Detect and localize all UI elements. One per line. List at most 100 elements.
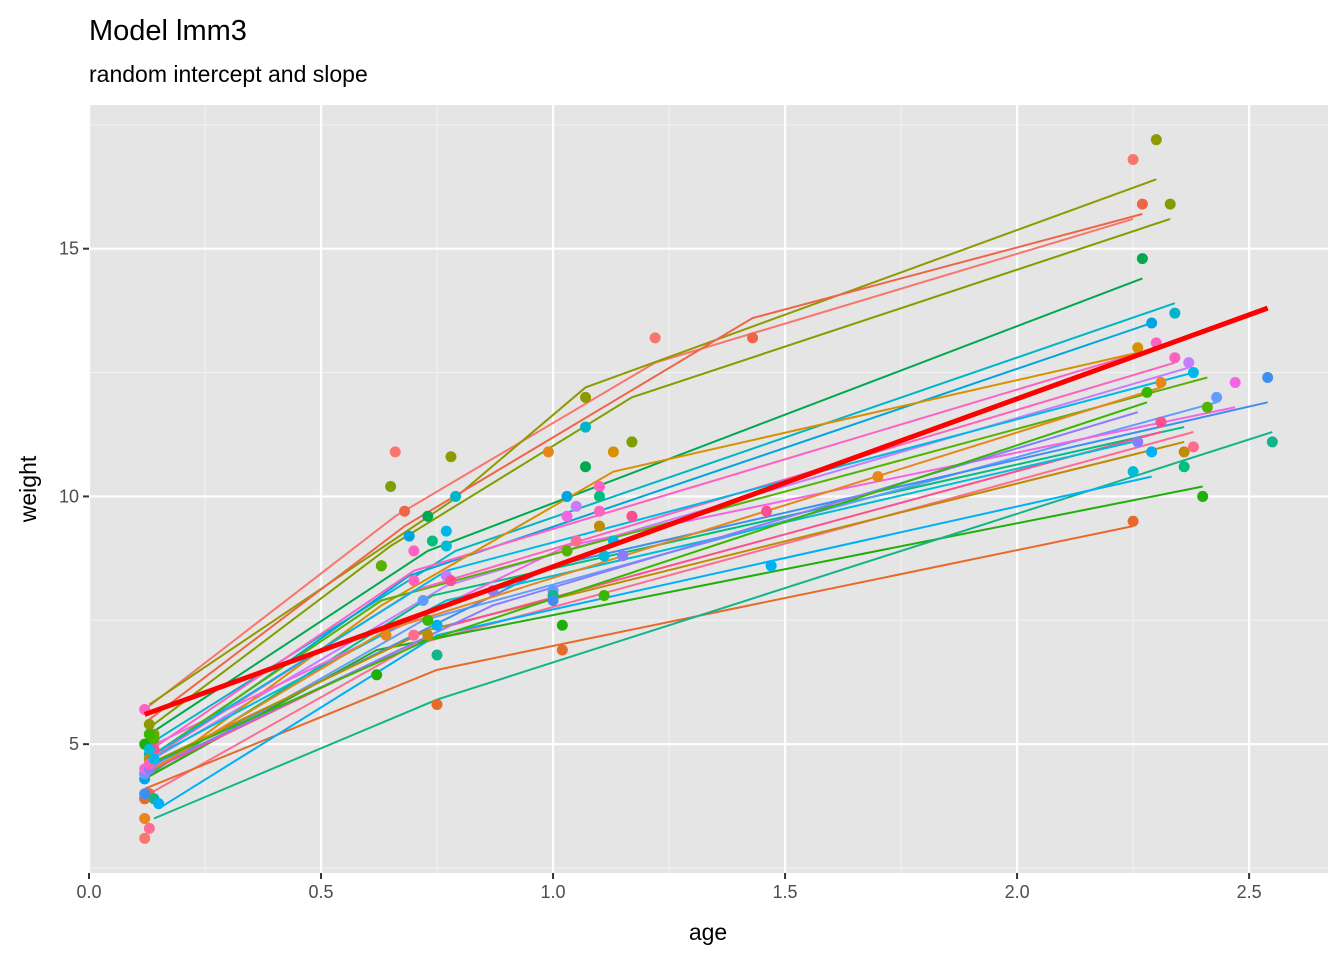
subject-fit-line bbox=[153, 376, 1208, 755]
data-point bbox=[143, 728, 155, 740]
data-point bbox=[143, 743, 155, 755]
data-point bbox=[399, 505, 411, 517]
data-point bbox=[1187, 441, 1199, 453]
data-point bbox=[872, 471, 884, 483]
x-axis-label: age bbox=[689, 919, 727, 945]
data-point bbox=[580, 391, 592, 403]
data-point bbox=[408, 629, 420, 641]
data-point bbox=[431, 649, 443, 661]
data-point bbox=[380, 629, 392, 641]
population-fit-line bbox=[143, 305, 1269, 717]
data-point bbox=[1136, 253, 1148, 265]
data-point bbox=[747, 332, 759, 344]
data-point bbox=[1127, 154, 1139, 166]
subject-fit-line bbox=[144, 525, 1134, 790]
data-point bbox=[1266, 436, 1278, 448]
data-point bbox=[408, 545, 420, 557]
x-tick-label: 1.5 bbox=[773, 882, 798, 902]
data-point bbox=[1132, 436, 1144, 448]
subject-fit-line bbox=[148, 440, 1134, 760]
x-tick-label: 1.0 bbox=[541, 882, 566, 902]
data-point bbox=[1127, 515, 1139, 527]
data-point bbox=[561, 545, 573, 557]
data-point bbox=[1178, 461, 1190, 473]
y-tick-label: 10 bbox=[59, 486, 79, 506]
y-tick-label: 5 bbox=[69, 734, 79, 754]
data-point bbox=[1141, 386, 1153, 398]
subject-fit-line bbox=[148, 277, 1143, 736]
data-point bbox=[556, 619, 568, 631]
data-point bbox=[547, 594, 559, 606]
x-axis: 0.0 0.5 1.0 1.5 2.0 2.5 bbox=[76, 873, 1262, 902]
data-point bbox=[761, 505, 773, 517]
data-point bbox=[1146, 446, 1158, 458]
subject-fit-line bbox=[148, 178, 1157, 706]
x-tick-label: 2.5 bbox=[1237, 882, 1262, 902]
data-point bbox=[408, 575, 420, 587]
data-point bbox=[431, 699, 443, 711]
data-point bbox=[431, 619, 443, 631]
population-fit bbox=[143, 305, 1269, 717]
data-point bbox=[649, 332, 661, 344]
x-tick-label: 0.0 bbox=[76, 882, 101, 902]
data-point bbox=[593, 481, 605, 493]
chart-title: Model lmm3 bbox=[89, 15, 247, 47]
data-point bbox=[403, 530, 415, 542]
data-point bbox=[626, 436, 638, 448]
data-point bbox=[1197, 490, 1209, 502]
data-point bbox=[422, 614, 434, 626]
data-point bbox=[593, 505, 605, 517]
data-point bbox=[1229, 376, 1241, 388]
data-point bbox=[1127, 466, 1139, 478]
grid-lines bbox=[87, 105, 1328, 873]
subject-fit-line bbox=[148, 302, 1176, 746]
plot-panel bbox=[89, 105, 1328, 873]
subject-points bbox=[139, 134, 1278, 844]
data-point bbox=[607, 446, 619, 458]
data-point bbox=[371, 669, 383, 681]
data-point bbox=[617, 550, 629, 562]
data-point bbox=[1155, 376, 1167, 388]
x-tick-label: 0.5 bbox=[309, 882, 334, 902]
data-point bbox=[561, 490, 573, 502]
subject-fit-line bbox=[148, 431, 1194, 795]
data-point bbox=[139, 812, 151, 824]
data-point bbox=[153, 798, 165, 810]
x-tick-label: 2.0 bbox=[1005, 882, 1030, 902]
data-point bbox=[143, 822, 155, 834]
data-point bbox=[765, 560, 777, 572]
subject-fit-line bbox=[144, 346, 1157, 755]
data-point bbox=[445, 575, 457, 587]
data-point bbox=[1262, 372, 1274, 384]
y-axis: 5 10 15 bbox=[59, 239, 89, 754]
y-axis-label: weight bbox=[15, 455, 41, 523]
data-point bbox=[570, 535, 582, 547]
data-point bbox=[1183, 357, 1195, 369]
subject-fit-line bbox=[153, 218, 1171, 726]
data-point bbox=[1164, 198, 1176, 210]
data-point bbox=[626, 510, 638, 522]
data-point bbox=[598, 550, 610, 562]
y-tick-label: 15 bbox=[59, 239, 79, 259]
data-point bbox=[1146, 317, 1158, 329]
data-point bbox=[593, 520, 605, 532]
data-point bbox=[1201, 401, 1213, 413]
data-point bbox=[556, 644, 568, 656]
data-point bbox=[1150, 134, 1162, 146]
data-point bbox=[426, 535, 438, 547]
data-point bbox=[389, 446, 401, 458]
data-point bbox=[385, 481, 397, 493]
data-point bbox=[148, 753, 160, 765]
data-point bbox=[143, 718, 155, 730]
data-point bbox=[1169, 352, 1181, 364]
data-point bbox=[139, 832, 151, 844]
subject-series bbox=[139, 134, 1278, 844]
chart-subtitle: random intercept and slope bbox=[89, 61, 368, 87]
data-point bbox=[561, 510, 573, 522]
data-point bbox=[139, 788, 151, 800]
data-point bbox=[445, 451, 457, 463]
data-point bbox=[422, 629, 434, 641]
data-point bbox=[598, 590, 610, 602]
data-point bbox=[570, 500, 582, 512]
